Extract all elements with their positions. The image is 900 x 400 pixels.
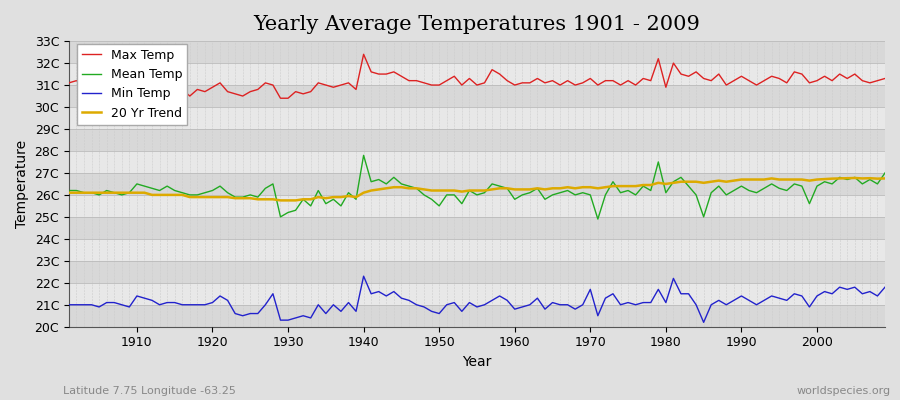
20 Yr Trend (124, 190, 135, 195)
Max Temp (517, 80, 527, 85)
Title: Yearly Average Temperatures 1901 - 2009: Yearly Average Temperatures 1901 - 2009 (254, 15, 700, 34)
Mean Temp (358, 153, 369, 158)
Bar (69, 63, 885, 85)
Max Temp (358, 52, 369, 57)
Line: 20 Yr Trend: 20 Yr Trend (69, 178, 885, 200)
Bar (69, 283, 885, 305)
Bar (69, 107, 885, 129)
Min Temp (879, 285, 890, 290)
Bar (69, 305, 885, 327)
Mean Temp (124, 190, 135, 195)
Bar (69, 151, 885, 173)
Mean Temp (64, 188, 75, 193)
Mean Temp (879, 170, 890, 175)
Bar (69, 129, 885, 151)
20 Yr Trend (343, 194, 354, 198)
Bar (69, 173, 885, 195)
Max Temp (275, 96, 286, 101)
X-axis label: Year: Year (463, 355, 491, 369)
Mean Temp (336, 204, 346, 208)
Min Temp (608, 291, 618, 296)
Mean Temp (509, 197, 520, 202)
Min Temp (124, 304, 135, 309)
20 Yr Trend (509, 187, 520, 192)
Bar (69, 261, 885, 283)
20 Yr Trend (275, 198, 286, 203)
Y-axis label: Temperature: Temperature (15, 140, 29, 228)
Line: Mean Temp: Mean Temp (69, 155, 885, 219)
Mean Temp (290, 208, 301, 213)
Min Temp (358, 274, 369, 278)
20 Yr Trend (879, 176, 890, 181)
Bar (69, 217, 885, 239)
Bar (69, 85, 885, 107)
Text: Latitude 7.75 Longitude -63.25: Latitude 7.75 Longitude -63.25 (63, 386, 236, 396)
20 Yr Trend (298, 197, 309, 202)
20 Yr Trend (64, 190, 75, 195)
Bar (69, 239, 885, 261)
Bar (69, 195, 885, 217)
Max Temp (64, 80, 75, 85)
Line: Min Temp: Min Temp (69, 276, 885, 322)
Mean Temp (592, 217, 603, 222)
Bar (69, 41, 885, 63)
Max Temp (879, 76, 890, 81)
Legend: Max Temp, Mean Temp, Min Temp, 20 Yr Trend: Max Temp, Mean Temp, Min Temp, 20 Yr Tre… (77, 44, 187, 125)
20 Yr Trend (850, 176, 860, 180)
Max Temp (124, 87, 135, 92)
Max Temp (298, 92, 309, 96)
Text: worldspecies.org: worldspecies.org (796, 386, 891, 396)
20 Yr Trend (608, 184, 618, 188)
Min Temp (64, 302, 75, 307)
Max Temp (343, 80, 354, 85)
Line: Max Temp: Max Temp (69, 54, 885, 98)
Min Temp (336, 309, 346, 314)
Min Temp (517, 304, 527, 309)
Max Temp (525, 80, 535, 85)
Max Temp (615, 83, 626, 88)
Min Temp (698, 320, 709, 325)
20 Yr Trend (517, 187, 527, 192)
Min Temp (290, 316, 301, 320)
Min Temp (509, 307, 520, 312)
Mean Temp (517, 192, 527, 197)
Mean Temp (615, 190, 626, 195)
